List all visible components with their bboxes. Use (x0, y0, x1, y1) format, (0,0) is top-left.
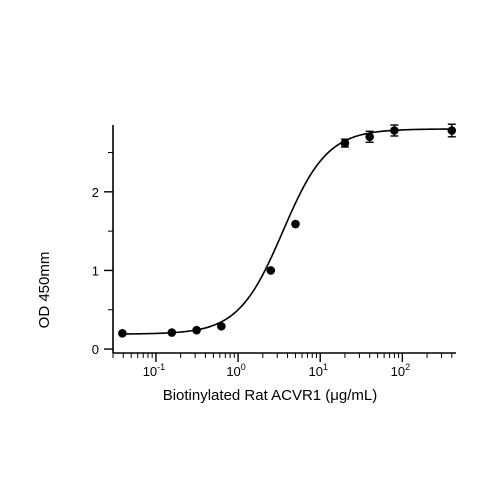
x-tick-label: 10-1 (143, 362, 165, 379)
x-tick-label: 101 (308, 362, 327, 379)
data-point (390, 126, 399, 135)
y-tick-label: 1 (92, 263, 99, 278)
data-point (118, 329, 127, 338)
x-tick-label: 100 (226, 362, 245, 379)
y-tick-label: 0 (92, 342, 99, 357)
x-tick-label: 102 (391, 362, 410, 379)
fit-curve (122, 128, 452, 335)
data-point (340, 138, 350, 148)
x-major-ticks: 10-1 100 101 102 (143, 353, 410, 379)
x-axis-label: Biotinylated Rat ACVR1 (μg/mL) (163, 387, 378, 404)
y-axis-label: OD 450mm (36, 252, 53, 329)
data-point (217, 321, 226, 331)
data-point (447, 126, 457, 135)
y-ticks: 0 1 2 (92, 152, 113, 357)
data-point (291, 219, 300, 229)
data-point (167, 328, 177, 337)
data-point (365, 132, 374, 142)
data-points (118, 126, 457, 338)
axes (112, 125, 456, 354)
y-tick-label: 2 (92, 185, 99, 200)
data-point (266, 266, 276, 275)
x-minor-ticks (112, 353, 453, 358)
data-point (192, 325, 201, 335)
